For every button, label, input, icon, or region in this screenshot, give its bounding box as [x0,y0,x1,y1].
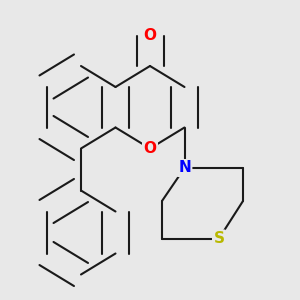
Text: O: O [143,141,157,156]
Text: O: O [143,28,157,44]
Text: S: S [214,231,224,246]
Text: N: N [178,160,191,175]
